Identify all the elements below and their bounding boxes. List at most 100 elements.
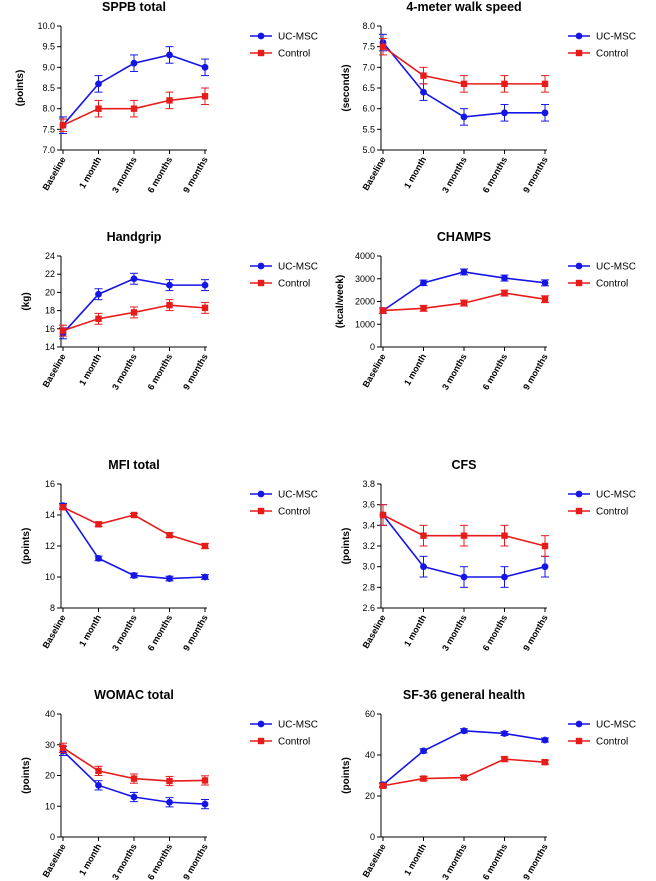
x-tick-label: 1 month: [402, 352, 428, 387]
data-point: [130, 793, 138, 801]
legend-marker: [257, 279, 265, 287]
data-point: [95, 767, 102, 775]
y-tick-label: 6.5: [362, 83, 375, 93]
legend-marker: [575, 737, 583, 745]
data-point: [201, 304, 209, 312]
x-tick-label: 3 months: [440, 842, 469, 881]
x-tick-label: 6 months: [481, 155, 510, 195]
data-point: [379, 511, 387, 519]
y-tick-label: 3.8: [362, 479, 375, 489]
data-point: [420, 532, 427, 539]
x-tick-label: Baseline: [361, 613, 388, 650]
legend-marker: [257, 507, 265, 515]
y-tick-label: 6.0: [362, 104, 375, 114]
y-tick-label: 2.8: [362, 582, 375, 592]
legend-label: UC-MSC: [596, 262, 636, 273]
y-axis-label: (points): [21, 528, 32, 565]
y-axis-label: (points): [21, 757, 32, 794]
data-point: [95, 555, 102, 562]
y-tick-label: 9.0: [42, 62, 55, 72]
legend: UC-MSC Control: [250, 262, 318, 290]
data-point: [501, 80, 508, 88]
data-point: [420, 72, 427, 79]
data-point: [379, 43, 387, 50]
data-point: [166, 575, 173, 582]
x-tick-label: 9 months: [181, 842, 210, 881]
data-point: [501, 274, 508, 282]
legend-marker: [575, 32, 583, 40]
x-tick-label: Baseline: [41, 155, 68, 192]
x-tick-label: 6 months: [481, 842, 510, 881]
y-tick-label: 3.0: [362, 562, 375, 572]
x-tick-label: 3 months: [110, 842, 139, 881]
legend: UC-MSC Control: [250, 720, 318, 748]
data-point: [460, 774, 468, 781]
panel-sf-36-general-health: SF-36 general health 0 20 40 60 (points) Basel…: [341, 688, 636, 881]
series-line: [382, 758, 546, 787]
panel-4-meter-walk-speed: 4-meter walk speed 5.0 5.5 6.0 6.5 7.0 7.5 8.0 (…: [341, 0, 636, 195]
y-axis-label: (kcal/week): [335, 275, 346, 328]
y-axis-label: (points): [341, 757, 352, 794]
legend-label: Control: [596, 737, 628, 748]
legend-label: UC-MSC: [278, 32, 318, 43]
x-tick-label: 6 months: [481, 352, 510, 392]
data-point: [201, 573, 209, 581]
data-point: [541, 80, 549, 88]
data-point: [501, 755, 508, 763]
y-tick-label: 22: [45, 269, 55, 279]
legend: UC-MSC Control: [568, 720, 636, 748]
y-axis-label: (points): [341, 528, 352, 565]
data-point: [201, 93, 209, 100]
data-point: [130, 309, 138, 316]
y-tick-label: 3000: [355, 274, 375, 284]
y-tick-label: 60: [365, 709, 375, 719]
panel-womac-total: WOMAC total 0 10 20 30 40 (points) Baseline 1 mo…: [21, 688, 318, 881]
legend: UC-MSC Control: [250, 490, 318, 518]
data-point: [95, 105, 102, 112]
x-tick-label: 9 months: [521, 352, 550, 392]
data-point: [201, 777, 209, 784]
data-point: [420, 305, 427, 312]
legend-label: UC-MSC: [596, 490, 636, 501]
data-point: [130, 105, 138, 112]
panel-sppb-total: SPPB total 7.0 7.5 8.0 8.5 9.0 9.5 10.0 (points)…: [15, 0, 318, 195]
legend-label: UC-MSC: [278, 262, 318, 273]
x-tick-label: 6 months: [146, 842, 175, 881]
legend-label: UC-MSC: [278, 490, 318, 501]
data-point: [201, 63, 209, 71]
legend-marker: [257, 32, 265, 40]
panel-title: WOMAC total: [94, 688, 174, 702]
x-tick-label: 6 months: [146, 155, 175, 195]
y-tick-label: 14: [45, 510, 55, 520]
data-point: [541, 563, 549, 571]
x-tick-label: 3 months: [110, 352, 139, 392]
data-point: [460, 299, 468, 307]
data-point: [166, 798, 173, 806]
series-uc-msc: [379, 268, 549, 314]
data-point: [59, 504, 67, 511]
y-tick-label: 14: [45, 342, 55, 352]
x-tick-label: Baseline: [361, 842, 388, 879]
series-control: [379, 755, 549, 789]
y-tick-label: 16: [45, 324, 55, 334]
y-axis-label: (seconds): [341, 64, 352, 111]
x-tick-label: 9 months: [521, 842, 550, 881]
y-tick-label: 0: [50, 832, 55, 842]
data-point: [501, 289, 508, 297]
legend-label: UC-MSC: [596, 720, 636, 731]
y-tick-label: 9.5: [42, 42, 55, 52]
panel-champs: CHAMPS 0 1000 2000 3000 4000 (kcal/week) Baseli…: [335, 230, 636, 392]
series-control: [379, 504, 549, 557]
x-tick-label: 3 months: [110, 155, 139, 195]
data-point: [130, 59, 138, 67]
data-point: [166, 281, 173, 289]
x-tick-label: 3 months: [110, 613, 139, 653]
y-tick-label: 30: [45, 740, 55, 750]
legend-marker: [575, 49, 583, 57]
y-tick-label: 5.0: [362, 145, 375, 155]
y-tick-label: 1000: [355, 319, 375, 329]
y-tick-label: 8.0: [362, 21, 375, 31]
x-tick-label: 1 month: [77, 613, 103, 648]
data-point: [379, 782, 387, 789]
data-point: [59, 122, 67, 129]
